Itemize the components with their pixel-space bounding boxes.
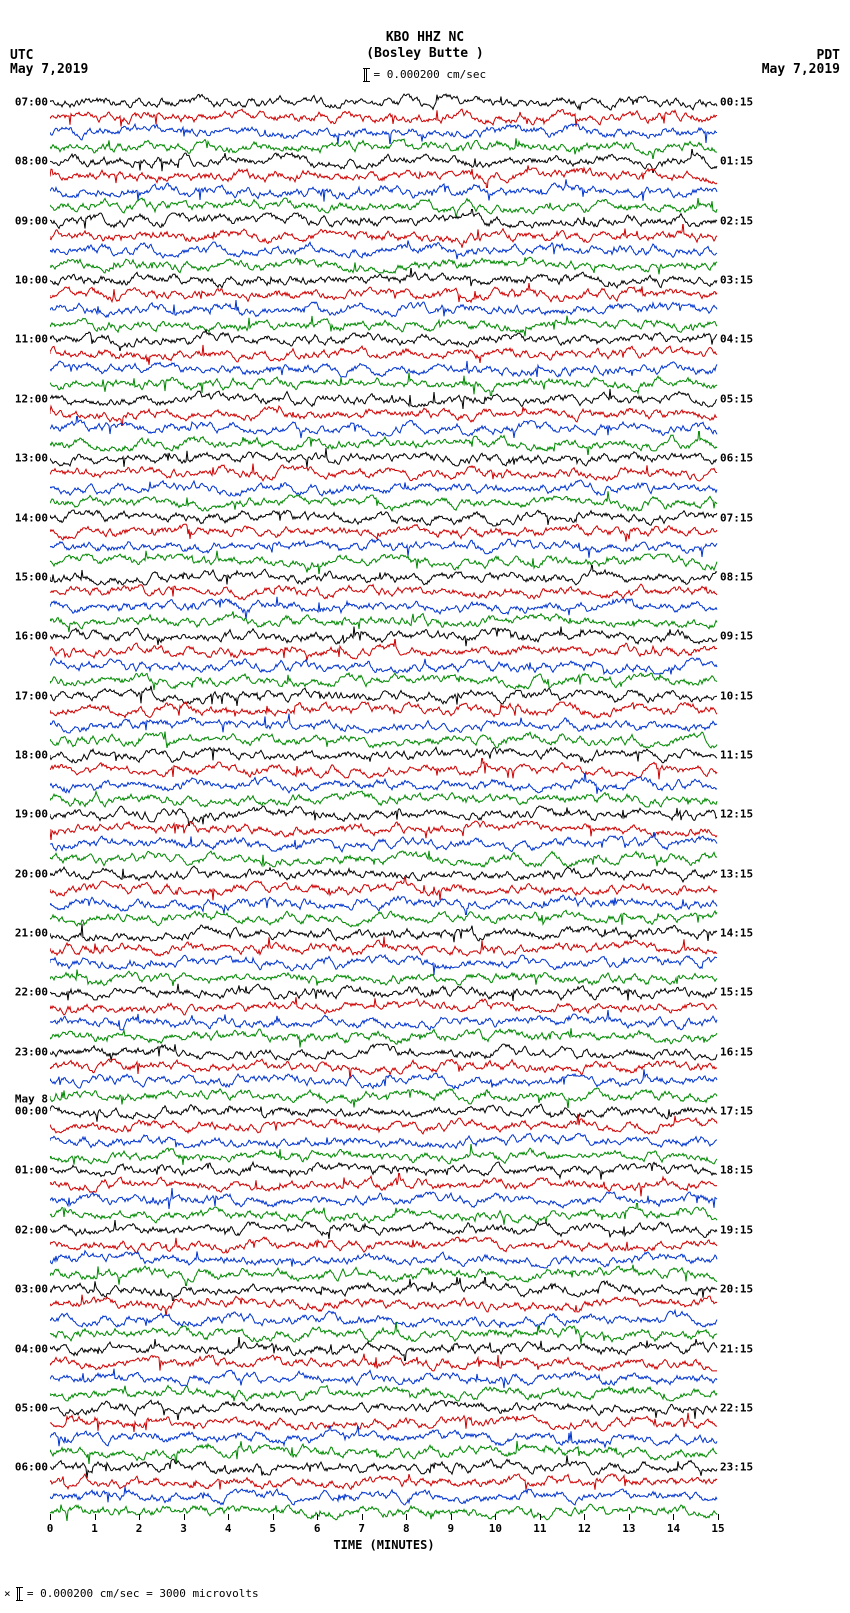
right-hour-label: 13:15 [720,867,753,880]
left-hour-label: 05:00 [15,1401,48,1414]
x-tick-mark [184,1514,185,1520]
right-time-labels: 00:15 01:15 02:15 03:15 04:15 05:15 06:15 07:15… [720,90,764,1520]
helicorder-plot [50,90,718,1520]
x-tick-label: 14 [667,1522,680,1535]
right-hour-label: 19:15 [720,1223,753,1236]
right-hour-label: 07:15 [720,511,753,524]
left-hour-label: 11:00 [15,333,48,346]
right-hour-label: 22:15 [720,1401,753,1414]
x-tick-label: 3 [180,1522,187,1535]
x-tick-mark [584,1514,585,1520]
right-hour-label: 18:15 [720,1164,753,1177]
scale-legend-text: = 0.000200 cm/sec [374,68,487,81]
x-tick-label: 1 [91,1522,98,1535]
left-hour-label: 21:00 [15,927,48,940]
x-tick-mark [406,1514,407,1520]
x-tick-mark [95,1514,96,1520]
left-hour-label: 14:00 [15,511,48,524]
left-hour-label: 20:00 [15,867,48,880]
scale-bar-icon [364,68,367,82]
tz-left: UTC [10,48,33,63]
x-tick-label: 5 [269,1522,276,1535]
right-hour-label: 01:15 [720,155,753,168]
x-tick-mark [451,1514,452,1520]
right-hour-label: 05:15 [720,392,753,405]
x-tick-label: 8 [403,1522,410,1535]
left-hour-label: 10:00 [15,274,48,287]
x-tick-label: 12 [578,1522,591,1535]
left-time-labels: 07:00 08:00 09:00 10:00 11:00 12:00 13:00 14:00… [6,90,50,1520]
x-tick-label: 10 [489,1522,502,1535]
x-tick-label: 15 [711,1522,724,1535]
station-code: KBO HHZ NC [0,30,850,45]
right-hour-label: 20:15 [720,1283,753,1296]
x-tick-mark [495,1514,496,1520]
right-hour-label: 16:15 [720,1045,753,1058]
x-tick-mark [139,1514,140,1520]
left-hour-label: 06:00 [15,1461,48,1474]
footer-text: = 0.000200 cm/sec = 3000 microvolts [27,1587,259,1600]
right-hour-label: 15:15 [720,986,753,999]
right-hour-label: 12:15 [720,808,753,821]
scale-legend: = 0.000200 cm/sec [0,68,850,82]
left-hour-label: 22:00 [15,986,48,999]
left-hour-label: 08:00 [15,155,48,168]
right-hour-label: 21:15 [720,1342,753,1355]
tz-right: PDT [817,48,840,63]
left-hour-label: 23:00 [15,1045,48,1058]
x-tick-mark [540,1514,541,1520]
seismic-trace [50,1500,718,1524]
x-tick-mark [228,1514,229,1520]
left-hour-label: 04:00 [15,1342,48,1355]
left-hour-label: 03:00 [15,1283,48,1296]
x-tick-label: 2 [136,1522,143,1535]
date-right: May 7,2019 [762,62,840,77]
right-hour-label: 11:15 [720,748,753,761]
left-hour-label: 15:00 [15,570,48,583]
left-hour-label: 18:00 [15,748,48,761]
left-hour-label: 01:00 [15,1164,48,1177]
footer-prefix: × [4,1587,11,1600]
date-left: May 7,2019 [10,62,88,77]
left-hour-label: 09:00 [15,214,48,227]
x-tick-mark [273,1514,274,1520]
x-tick-mark [317,1514,318,1520]
x-tick-label: 9 [447,1522,454,1535]
right-hour-label: 06:15 [720,452,753,465]
right-hour-label: 23:15 [720,1461,753,1474]
x-tick-mark [673,1514,674,1520]
left-hour-label: 17:00 [15,689,48,702]
x-tick-mark [362,1514,363,1520]
right-hour-label: 09:15 [720,630,753,643]
station-location: (Bosley Butte ) [0,46,850,61]
footer-scale: × = 0.000200 cm/sec = 3000 microvolts [4,1587,259,1601]
footer-scale-bar-icon [17,1587,20,1601]
x-tick-label: 7 [358,1522,365,1535]
helicorder-container: KBO HHZ NC (Bosley Butte ) = 0.000200 cm… [0,0,850,1613]
x-tick-mark [629,1514,630,1520]
left-hour-label: 07:00 [15,96,48,109]
x-axis-title: TIME (MINUTES) [50,1538,718,1552]
left-hour-label: 13:00 [15,452,48,465]
left-hour-label: 19:00 [15,808,48,821]
right-hour-label: 17:15 [720,1105,753,1118]
x-tick-mark [50,1514,51,1520]
right-hour-label: 10:15 [720,689,753,702]
x-tick-mark [718,1514,719,1520]
right-hour-label: 00:15 [720,96,753,109]
x-tick-label: 4 [225,1522,232,1535]
left-hour-label: 02:00 [15,1223,48,1236]
right-hour-label: 04:15 [720,333,753,346]
left-hour-label: 16:00 [15,630,48,643]
x-tick-label: 11 [533,1522,546,1535]
left-hour-label: 12:00 [15,392,48,405]
right-hour-label: 08:15 [720,570,753,583]
x-tick-label: 0 [47,1522,54,1535]
right-hour-label: 02:15 [720,214,753,227]
left-hour-label: 00:00 [15,1105,48,1118]
right-hour-label: 14:15 [720,927,753,940]
right-hour-label: 03:15 [720,274,753,287]
x-tick-label: 13 [622,1522,635,1535]
x-tick-label: 6 [314,1522,321,1535]
